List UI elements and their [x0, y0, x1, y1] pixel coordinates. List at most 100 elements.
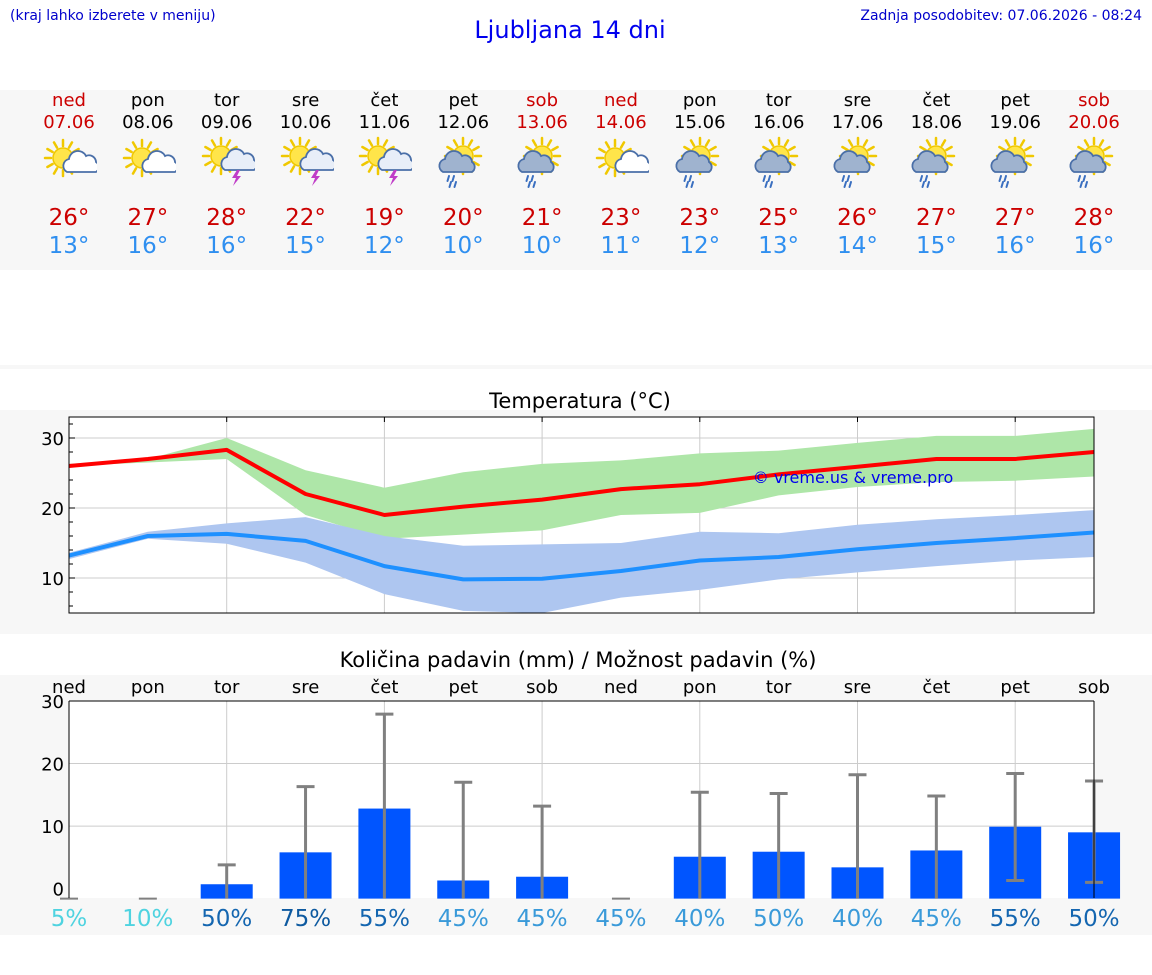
last-updated: Zadnja posodobitev: 07.06.2026 - 08:24 — [860, 8, 1142, 24]
max-temperature: 27° — [915, 205, 957, 231]
lightning-icon — [310, 170, 320, 186]
day-name: ned — [52, 90, 86, 111]
x-category-label: pon — [683, 677, 717, 698]
lightning-icon — [231, 170, 241, 186]
day-date: 11.06 — [358, 112, 411, 133]
precipitation-chance-label: 45% — [438, 906, 489, 932]
sun-cloud-rain-icon — [908, 136, 964, 192]
sun-cloud-thunder-icon — [199, 136, 258, 192]
max-temperature: 22° — [285, 205, 326, 231]
max-temperature: 26° — [48, 205, 90, 231]
x-category-label: tor — [766, 677, 792, 698]
max-temperature: 23° — [600, 205, 642, 231]
day-name: pon — [130, 90, 165, 111]
x-category-label: sre — [844, 677, 871, 698]
watermark: © vreme.us & vreme.pro — [753, 468, 954, 487]
day-column: pet 19.06 27° 16° — [975, 90, 1055, 260]
sun-cloud-icon — [120, 136, 179, 192]
min-temperature: 12° — [679, 233, 721, 259]
sun-cloud-rain-icon — [672, 136, 728, 192]
y-tick-label: 20 — [41, 499, 64, 520]
rain-drops-icon — [446, 175, 458, 188]
day-name: sre — [843, 90, 872, 111]
min-temperature: 16° — [994, 233, 1036, 259]
x-category-label: čet — [922, 677, 950, 698]
sun-cloud-rain-icon — [987, 136, 1043, 192]
day-date: 08.06 — [122, 112, 174, 133]
day-column: ned 14.06 23° 11° — [581, 90, 661, 260]
max-temperature: 28° — [1073, 205, 1115, 231]
day-column: pon 08.06 27° 16° — [108, 90, 188, 260]
day-name: sob — [526, 90, 558, 111]
day-date: 07.06 — [43, 112, 95, 133]
y-tick-label: 10 — [41, 569, 64, 590]
x-category-label: sob — [1078, 677, 1110, 698]
sun-cloud-thunder-icon — [356, 136, 415, 192]
cloud-icon — [1069, 150, 1107, 173]
cloud-icon — [438, 150, 476, 173]
day-name: pet — [448, 90, 479, 111]
precipitation-chance-label: 55% — [359, 906, 410, 932]
chart-title: Temperatura (°C) — [488, 389, 671, 413]
day-date: 10.06 — [279, 112, 332, 133]
day-date: 09.06 — [200, 112, 253, 133]
sun-cloud-rain-icon — [514, 136, 570, 192]
cloud-icon — [675, 150, 713, 173]
min-temperature: 10° — [442, 233, 484, 259]
rain-drops-icon — [1077, 175, 1089, 188]
min-temperature-line — [68, 530, 1095, 582]
max-temperature-range-band — [69, 428, 1095, 539]
x-category-label: čet — [370, 677, 398, 698]
day-date: 16.06 — [752, 112, 805, 133]
min-temperature: 14° — [837, 233, 878, 259]
day-name: pet — [1000, 90, 1030, 111]
max-temperature: 27° — [994, 205, 1036, 231]
day-name: sre — [291, 90, 320, 111]
x-category-label: pet — [1000, 677, 1030, 698]
location-menu-note: (kraj lahko izberete v meniju) — [10, 8, 216, 24]
x-category-label: tor — [214, 677, 240, 698]
precipitation-chance-label: 55% — [990, 906, 1041, 932]
y-tick-label: 20 — [41, 755, 64, 776]
precipitation-chance-label: 40% — [832, 906, 883, 932]
min-temperature: 16° — [127, 233, 169, 259]
rain-drops-icon — [998, 175, 1010, 188]
min-temperature: 13° — [758, 233, 800, 259]
max-temperature: 19° — [364, 205, 405, 231]
sun-cloud-rain-icon — [830, 136, 886, 192]
day-date: 19.06 — [989, 112, 1041, 133]
min-temperature: 15° — [285, 233, 326, 259]
temperature-chart: Temperatura (°C) 10 20 30 © vreme.us & vreme… — [0, 389, 1152, 634]
cloud-icon — [833, 150, 871, 173]
day-date: 12.06 — [437, 112, 490, 133]
max-temperature: 25° — [758, 205, 800, 231]
cloud-icon — [911, 150, 949, 173]
day-column: ned 07.06 26° 13° — [29, 90, 109, 260]
day-name: tor — [213, 90, 240, 111]
y-tick-label: 30 — [41, 692, 64, 713]
cloud-icon — [754, 150, 792, 173]
day-column: čet 11.06 19° 12° — [344, 90, 424, 260]
page-title: Ljubljana 14 dni — [474, 16, 666, 44]
day-date: 20.06 — [1068, 112, 1120, 133]
lightning-icon — [389, 170, 399, 186]
max-temperature: 21° — [521, 205, 563, 231]
day-date: 13.06 — [516, 112, 568, 133]
precipitation-chance-label: 10% — [122, 906, 173, 932]
sun-cloud-icon — [593, 136, 652, 192]
x-category-label: pet — [448, 677, 478, 698]
plot-frame — [68, 416, 1095, 614]
precipitation-chance-label: 45% — [911, 906, 962, 932]
day-column: pon 15.06 23° 12° — [660, 90, 740, 260]
precipitation-chance-label: 50% — [753, 906, 804, 932]
y-tick-label: 0 — [53, 880, 64, 901]
x-category-label: sre — [292, 677, 319, 698]
sun-cloud-thunder-icon — [278, 136, 337, 192]
max-temperature: 23° — [679, 205, 721, 231]
day-column: čet 18.06 27° 15° — [896, 90, 976, 260]
max-temperature: 20° — [442, 205, 484, 231]
min-temperature: 13° — [48, 233, 90, 259]
max-temperature: 26° — [837, 205, 878, 231]
precipitation-chart: Količina padavin (mm) / Možnost padavin … — [0, 648, 1152, 935]
day-name: tor — [765, 90, 792, 111]
